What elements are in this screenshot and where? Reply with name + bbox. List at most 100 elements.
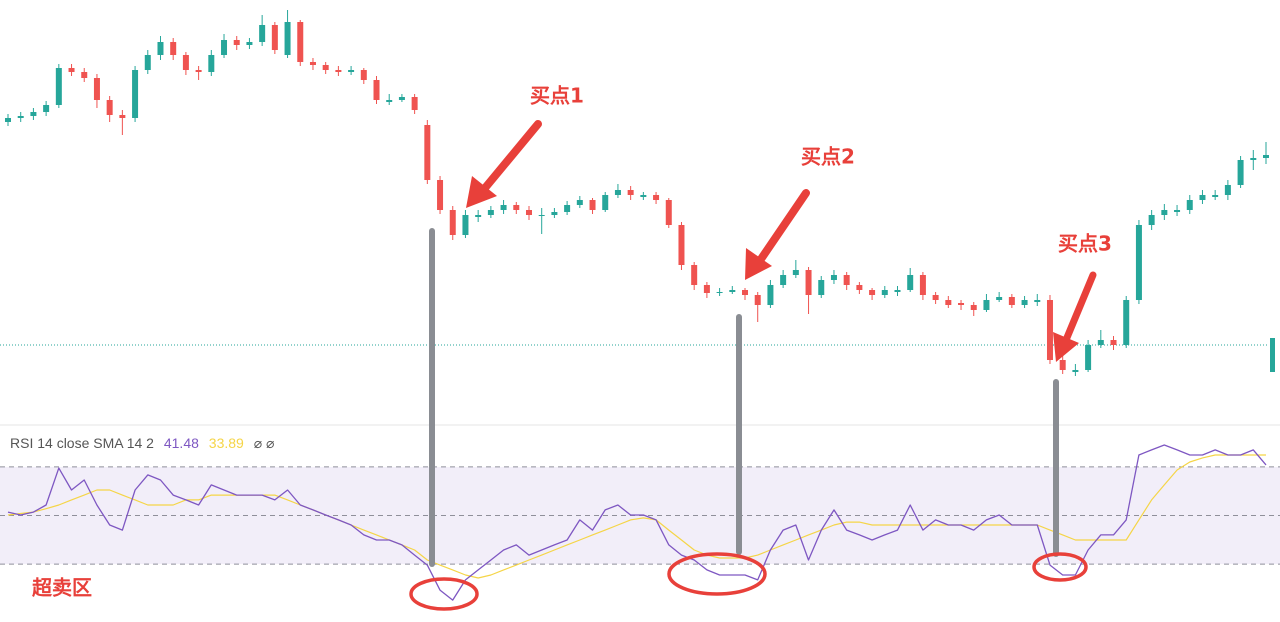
candle-body [1021,300,1028,305]
candle-body [5,118,11,122]
candle-body [525,210,532,215]
candle-body [55,68,62,105]
annotations: 买点1 买点2 买点3 超卖区 [31,84,1112,611]
candle-body [195,70,202,72]
candle-body [703,285,710,293]
candle-body [411,97,418,110]
rsi-legend-label: RSI 14 close SMA 14 2 [10,435,154,451]
candle-body [386,100,393,102]
candle-body [843,275,850,285]
candle-body [1250,158,1257,160]
rsi-legend: RSI 14 close SMA 14 2 41.48 33.89 ⌀ ⌀ [10,435,275,451]
candle-body [513,205,520,210]
candle-body [233,40,240,45]
candle-body [398,97,405,100]
candle-body [1072,370,1079,372]
candle-body [614,190,621,195]
candle-body [462,215,469,235]
candle-body [271,25,278,50]
candle-body [1148,215,1155,225]
candle-body [1199,195,1206,200]
candle-body [208,55,215,72]
candle-body [691,265,698,285]
last-price-marker [1270,338,1275,372]
arrow-head [466,176,497,208]
annotation-label: 买点3 [1058,232,1112,256]
candle-body [754,295,761,305]
candle-body [437,180,444,210]
candle-body [805,270,812,295]
candle-body [284,22,291,55]
candle-body [780,275,787,285]
candle-body [958,303,965,305]
candle-body [830,275,837,280]
candle-body [360,70,367,80]
candle-body [1237,160,1244,185]
arrow [1062,271,1097,344]
candle-body [246,42,253,45]
candle-body [30,112,37,116]
candle-body [170,42,177,55]
candle-body [602,195,609,210]
candle-body [818,280,825,295]
arrow [755,189,810,266]
candle-body [157,42,164,55]
candle-body [297,22,304,62]
candle-body [119,115,126,118]
candle-body [919,275,926,295]
candle-body [653,195,660,200]
candle-body [589,200,596,210]
sma-legend-value: 33.89 [209,435,244,451]
annotation-label: 超卖区 [31,576,92,600]
candle-body [1212,195,1219,197]
candle-body [551,212,558,215]
candle-body [1097,340,1104,345]
candle-body [1263,155,1269,158]
candle-body [132,70,139,118]
price-pane [0,10,1269,376]
candle-body [1046,300,1053,360]
candle-body [767,285,774,305]
arrow-head [745,248,772,280]
candle-body [881,290,888,295]
highlight-ellipse [409,577,479,611]
rsi-legend-suffix: ⌀ ⌀ [254,435,275,451]
candle-body [665,200,672,225]
candle-body [1224,185,1231,195]
rsi-line [7,444,1267,601]
candle-body [1085,345,1092,370]
candle-body [627,190,634,195]
candle-body [564,205,571,212]
candle-body [68,68,75,72]
candle-body [538,215,545,216]
candle-body [996,297,1003,300]
rsi-pane [0,444,1280,601]
candle-body [259,25,266,42]
candle-body [1008,297,1015,305]
candle-body [475,215,482,217]
candle-body [424,125,431,180]
candle-body [348,70,355,72]
candle-body [335,70,342,72]
candle-body [945,300,952,305]
candle-body [17,116,24,118]
candle-body [182,55,189,70]
candle-body [907,275,914,290]
candle-body [1123,300,1130,345]
highlight-ellipse [1032,552,1088,582]
candle-body [716,292,723,293]
highlight-ellipse [667,552,767,596]
candle-body [373,80,380,100]
candle-body [221,40,228,55]
candle-body [1034,300,1041,302]
candle-body [500,205,507,210]
candle-body [869,290,876,295]
candle-body [792,270,799,275]
candle-body [1059,360,1066,370]
candle-body [1110,340,1117,345]
annotation-label: 买点1 [530,84,584,108]
candle-body [1135,225,1142,300]
candle-body [983,300,990,310]
candle-body [576,200,583,205]
